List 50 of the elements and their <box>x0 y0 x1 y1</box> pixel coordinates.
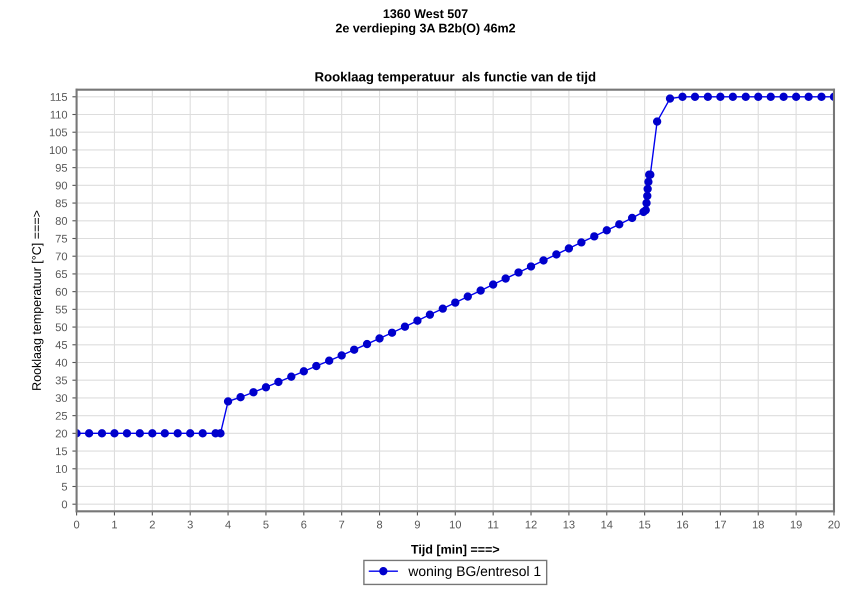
x-tick-label: 17 <box>715 520 726 528</box>
y-tick-label: 40 <box>55 358 68 367</box>
x-tick-label: 12 <box>526 520 537 528</box>
x-tick-label: 8 <box>376 520 382 528</box>
x-tick-label: 4 <box>225 520 231 528</box>
y-tick-label: 30 <box>56 394 68 402</box>
y-tick-label: 35 <box>56 376 68 384</box>
x-tick-label: 5 <box>263 520 269 528</box>
y-tick-label: 60 <box>56 288 68 296</box>
x-tick-label: 9 <box>414 520 420 528</box>
y-tick-label: 110 <box>50 110 68 119</box>
y-tick-label: 15 <box>56 447 68 456</box>
legend-label: woning BG/entresol 1 <box>408 566 540 579</box>
y-tick-label: 55 <box>56 306 68 314</box>
y-tick-label: 75 <box>56 234 68 243</box>
y-tick-label: 25 <box>56 412 68 420</box>
y-tick-label: 70 <box>56 252 68 260</box>
x-tick-label: 16 <box>677 520 688 528</box>
x-tick-label: 1 <box>112 520 118 528</box>
y-tick-label: 20 <box>56 430 68 438</box>
y-tick-label: 100 <box>50 146 68 154</box>
chart-title: 1360 West 507 2e verdieping 3A B2b(O) 46m2 <box>336 9 516 36</box>
x-tick-label: 3 <box>188 520 193 528</box>
chart-subtitle: Rooklaag temperatuur als functie van de tijd <box>315 72 596 84</box>
y-tick-label: 50 <box>56 323 68 332</box>
x-tick-label: 7 <box>339 520 344 528</box>
x-tick-label: 11 <box>488 520 498 528</box>
x-tick-label: 13 <box>564 520 575 528</box>
y-tick-label: 115 <box>50 93 68 101</box>
x-tick-label: 20 <box>828 520 840 528</box>
y-tick-label: 95 <box>56 164 68 172</box>
x-tick-label: 10 <box>450 520 462 528</box>
x-tick-label: 15 <box>639 520 650 528</box>
y-tick-label: 80 <box>56 217 68 225</box>
x-tick-label: 2 <box>150 520 155 528</box>
x-tick-label: 0 <box>74 520 80 528</box>
y-axis-title: Rooklaag temperatuur [°C] ===> <box>32 210 44 390</box>
y-tick-label: 10 <box>56 465 68 473</box>
y-tick-label: 85 <box>56 199 68 208</box>
x-tick-label: 19 <box>790 520 802 528</box>
y-tick-label: 0 <box>62 500 68 508</box>
y-tick-label: 90 <box>56 182 68 190</box>
y-tick-label: 5 <box>62 482 68 491</box>
x-tick-label: 6 <box>301 520 306 528</box>
y-tick-label: 65 <box>56 270 68 278</box>
x-axis-title: Tijd [min] ===> <box>411 544 500 556</box>
y-tick-label: 105 <box>50 128 68 136</box>
x-tick-label: 14 <box>601 520 613 528</box>
y-tick-label: 45 <box>55 341 68 349</box>
x-tick-label: 18 <box>752 520 764 528</box>
